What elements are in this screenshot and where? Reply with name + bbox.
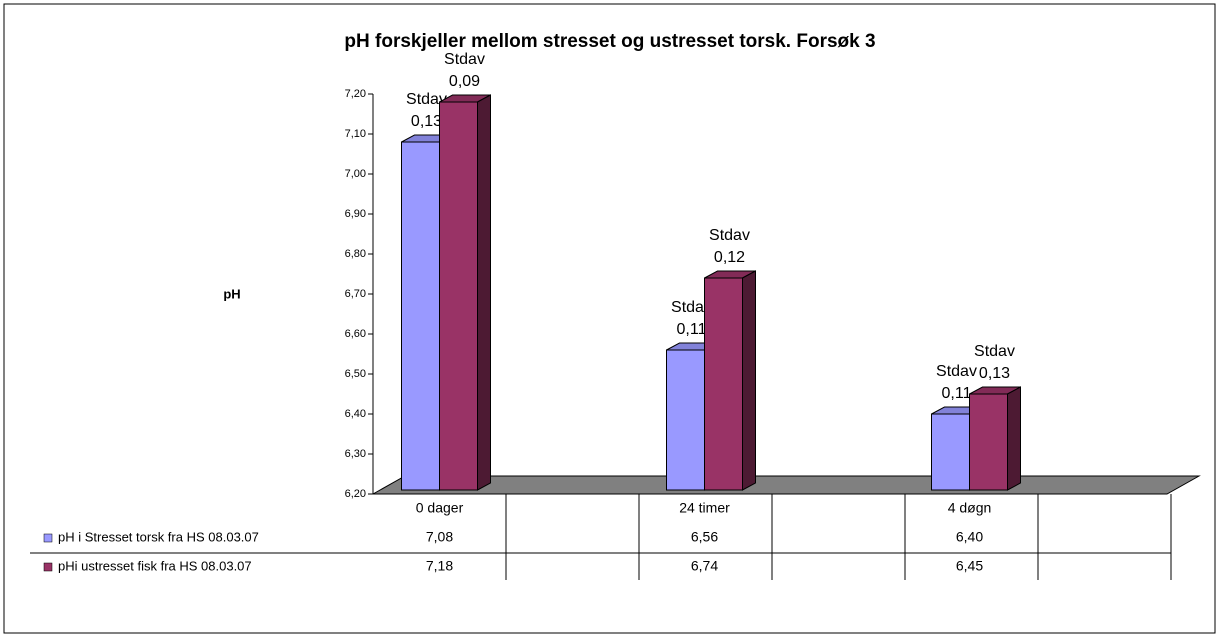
data-table-value: 7,18 (426, 558, 453, 574)
data-table-value: 6,74 (691, 558, 718, 574)
y-tick-label: 7,20 (345, 88, 366, 100)
floor (371, 475, 1201, 495)
bar (666, 349, 705, 491)
bar (401, 141, 440, 491)
chart-title: pH forskjeller mellom stresset og ustres… (344, 31, 875, 52)
stdav-title: Stdav (709, 227, 750, 244)
data-table-value: 6,56 (691, 529, 718, 545)
x-tick-label: 24 timer (679, 500, 730, 516)
stdav-title: Stdav (406, 91, 447, 108)
bar (969, 393, 1008, 491)
data-table-value: 7,08 (426, 529, 453, 545)
y-tick-label: 6,60 (345, 328, 366, 340)
bar-side (742, 270, 756, 491)
y-tick-label: 6,80 (345, 248, 366, 260)
stdav-title: Stdav (671, 299, 712, 316)
data-table-value: 6,45 (956, 558, 983, 574)
bar-side (1007, 386, 1021, 491)
legend-swatch (43, 562, 53, 572)
stdav-value: 0,13 (979, 365, 1010, 382)
y-tick-label: 7,00 (345, 168, 366, 180)
bar (931, 413, 970, 491)
y-tick-label: 6,30 (345, 448, 366, 460)
y-axis-label: pH (223, 286, 240, 301)
y-tick-label: 6,70 (345, 288, 366, 300)
legend-label: pHi ustresset fisk fra HS 08.03.07 (58, 558, 252, 573)
y-tick-label: 6,40 (345, 408, 366, 420)
stdav-value: 0,13 (411, 113, 442, 130)
x-tick-label: 4 døgn (948, 500, 992, 516)
stdav-value: 0,09 (449, 73, 480, 90)
bar (704, 277, 743, 491)
bar (439, 101, 478, 491)
data-table-value: 6,40 (956, 529, 983, 545)
legend-label: pH i Stresset torsk fra HS 08.03.07 (58, 529, 259, 544)
y-tick-label: 6,20 (345, 488, 366, 500)
stdav-value: 0,12 (714, 249, 745, 266)
stdav-title: Stdav (444, 51, 485, 68)
stdav-value: 0,11 (942, 385, 972, 402)
y-tick-label: 7,10 (345, 128, 366, 140)
y-tick-label: 6,90 (345, 208, 366, 220)
bar-side (477, 94, 491, 491)
legend-swatch (43, 533, 53, 543)
chart-border (3, 3, 1216, 634)
stdav-title: Stdav (936, 363, 977, 380)
x-tick-label: 0 dager (416, 500, 464, 516)
y-tick-label: 6,50 (345, 368, 366, 380)
stdav-title: Stdav (974, 343, 1015, 360)
stdav-value: 0,11 (677, 321, 707, 338)
